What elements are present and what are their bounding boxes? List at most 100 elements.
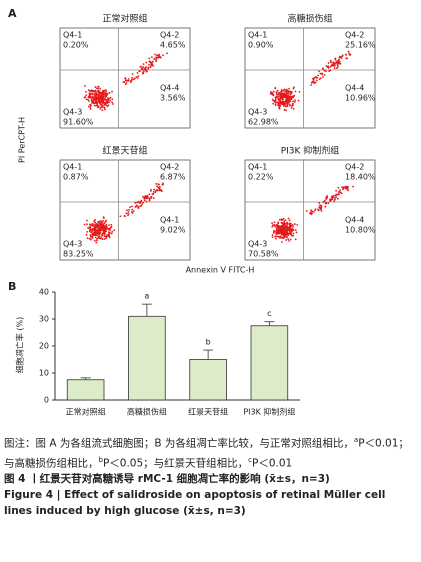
event-dot bbox=[108, 101, 110, 104]
event-dot bbox=[285, 88, 288, 91]
event-dot bbox=[286, 103, 289, 106]
event-dot bbox=[277, 221, 280, 224]
event-dot bbox=[334, 58, 337, 61]
event-dot bbox=[290, 91, 293, 94]
event-dot bbox=[275, 233, 278, 235]
event-dot bbox=[333, 200, 335, 203]
quadrant-value: 83.25% bbox=[63, 250, 94, 259]
event-dot bbox=[93, 98, 96, 101]
event-dot bbox=[343, 186, 345, 188]
event-dot bbox=[95, 104, 98, 107]
event-dot bbox=[277, 101, 280, 104]
event-dot bbox=[136, 77, 139, 79]
note-text: P＜0.01 bbox=[252, 457, 293, 469]
event-dot bbox=[277, 99, 280, 102]
event-dot bbox=[89, 224, 92, 226]
event-dot bbox=[333, 67, 336, 70]
event-dot bbox=[91, 222, 94, 225]
event-dot bbox=[274, 100, 276, 103]
event-dot bbox=[129, 206, 131, 209]
event-dot bbox=[142, 65, 145, 68]
event-dot bbox=[150, 197, 153, 199]
note-superscript: a bbox=[353, 436, 359, 444]
event-dot bbox=[310, 210, 313, 213]
event-dot bbox=[111, 101, 113, 104]
event-dot bbox=[99, 101, 101, 104]
note-superscript: c bbox=[248, 455, 253, 464]
quadrant-name: Q4-2 bbox=[160, 163, 179, 172]
significance-label: c bbox=[267, 309, 271, 318]
event-dot bbox=[318, 70, 320, 73]
event-dot bbox=[153, 188, 156, 191]
error-bar bbox=[80, 377, 91, 380]
quadrant-name: Q4-3 bbox=[248, 108, 267, 117]
event-dot bbox=[291, 224, 294, 226]
note-superscript: b bbox=[98, 455, 103, 464]
event-dot bbox=[89, 90, 91, 92]
event-dot bbox=[105, 236, 108, 238]
event-dot bbox=[89, 106, 92, 108]
event-dot bbox=[89, 94, 91, 97]
plot-title: 正常对照组 bbox=[102, 13, 147, 25]
event-dot bbox=[89, 92, 92, 95]
quadrant-name: Q4-3 bbox=[248, 240, 267, 249]
event-dot bbox=[86, 223, 88, 226]
scatter-cloud bbox=[83, 182, 164, 244]
event-dot bbox=[281, 93, 284, 95]
event-dot bbox=[292, 87, 295, 90]
event-dot bbox=[145, 200, 148, 203]
event-dot bbox=[312, 211, 315, 213]
event-dot bbox=[288, 90, 291, 93]
event-dot bbox=[94, 223, 96, 226]
event-dot bbox=[294, 101, 296, 103]
event-dot bbox=[87, 227, 89, 230]
event-dot bbox=[93, 104, 96, 107]
event-dot bbox=[337, 186, 340, 189]
event-dot bbox=[128, 208, 130, 211]
event-dot bbox=[100, 235, 103, 238]
event-dot bbox=[140, 199, 143, 202]
event-dot bbox=[272, 102, 275, 105]
event-dot bbox=[280, 224, 283, 227]
event-dot bbox=[278, 107, 281, 110]
event-dot bbox=[101, 104, 103, 107]
event-dot bbox=[290, 97, 292, 100]
event-dot bbox=[150, 189, 152, 191]
event-dot bbox=[336, 197, 339, 200]
note-text: 图注：图 A 为各组流式细胞图；B 为各组凋亡率比较，与正常对照组相比， bbox=[4, 437, 354, 450]
event-dot bbox=[348, 54, 351, 56]
event-dot bbox=[289, 96, 291, 98]
event-dot bbox=[335, 189, 338, 192]
event-dot bbox=[287, 238, 290, 241]
event-dot bbox=[298, 90, 301, 93]
event-dot bbox=[288, 219, 291, 222]
panel-label: A bbox=[8, 7, 17, 20]
scatter-cloud bbox=[271, 185, 355, 243]
event-dot bbox=[101, 226, 103, 229]
event-dot bbox=[142, 195, 144, 198]
event-dot bbox=[282, 104, 285, 107]
event-dot bbox=[282, 102, 285, 105]
event-dot bbox=[127, 210, 130, 213]
event-dot bbox=[95, 91, 98, 93]
event-dot bbox=[276, 93, 278, 96]
event-dot bbox=[322, 201, 325, 204]
quadrant-value: 70.58% bbox=[248, 250, 279, 259]
event-dot bbox=[153, 57, 156, 60]
event-dot bbox=[97, 221, 99, 223]
x-axis-label: Annexin V FITC-H bbox=[186, 266, 255, 275]
event-dot bbox=[278, 230, 281, 233]
event-dot bbox=[325, 196, 327, 199]
event-dot bbox=[338, 193, 340, 196]
event-dot bbox=[290, 223, 292, 225]
error-bar bbox=[141, 303, 152, 317]
event-dot bbox=[344, 53, 347, 56]
event-dot bbox=[94, 219, 97, 221]
quadrant-value: 0.87% bbox=[63, 173, 89, 182]
event-dot bbox=[96, 226, 98, 229]
event-dot bbox=[99, 92, 102, 95]
event-dot bbox=[283, 237, 285, 239]
event-dot bbox=[84, 96, 87, 98]
event-dot bbox=[271, 222, 273, 225]
event-dot bbox=[110, 232, 113, 235]
